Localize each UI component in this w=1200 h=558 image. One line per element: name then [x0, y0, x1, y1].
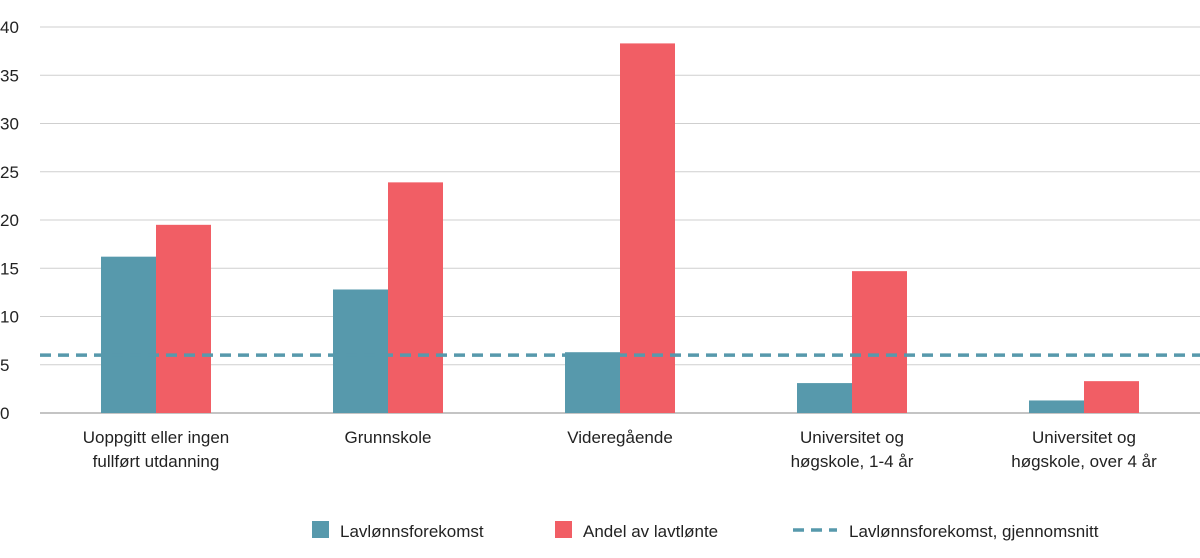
- x-category-label: høgskole, 1-4 år: [791, 452, 914, 471]
- x-category-label: høgskole, over 4 år: [1011, 452, 1157, 471]
- legend-label: Andel av lavtlønte: [583, 522, 718, 541]
- x-category-label: Grunnskole: [345, 428, 432, 447]
- bar-andel-av-lavtl-nte-2: [620, 43, 675, 413]
- y-tick-label: 5: [0, 356, 9, 375]
- x-axis-category-labels: Uoppgitt eller ingen fullført utdanning Gr…: [83, 428, 1157, 471]
- legend-label: Lavlønnsforekomst, gjennomsnitt: [849, 522, 1099, 541]
- bar-andel-av-lavtl-nte-4: [1084, 381, 1139, 413]
- y-tick-label: 10: [0, 308, 19, 327]
- bar-lavl-nnsforekomst-4: [1029, 400, 1084, 413]
- y-axis-tick-labels: 0 5 10 15 20 25 30 35 40: [0, 18, 19, 423]
- bar-andel-av-lavtl-nte-3: [852, 271, 907, 413]
- bar-lavl-nnsforekomst-3: [797, 383, 852, 413]
- y-tick-label: 25: [0, 163, 19, 182]
- y-tick-label: 35: [0, 66, 19, 85]
- bar-andel-av-lavtl-nte-0: [156, 224, 211, 413]
- x-category-label: Uoppgitt eller ingen: [83, 428, 229, 447]
- y-tick-label: 40: [0, 18, 19, 37]
- x-category-label: fullført utdanning: [93, 452, 220, 471]
- bar-andel-av-lavtl-nte-1: [388, 182, 443, 413]
- x-category-label: Universitet og: [1032, 428, 1136, 447]
- y-tick-label: 20: [0, 211, 19, 230]
- legend-label: Lavlønnsforekomst: [340, 522, 484, 541]
- x-category-label: Universitet og: [800, 428, 904, 447]
- y-tick-label: 30: [0, 115, 19, 134]
- legend-swatch: [555, 521, 572, 538]
- bars: [101, 43, 1139, 413]
- legend: Lavlønnsforekomst Andel av lavtlønte Lavlø…: [312, 521, 1099, 541]
- y-tick-label: 15: [0, 259, 19, 278]
- bar-lavl-nnsforekomst-2: [565, 352, 620, 413]
- bar-lavl-nnsforekomst-1: [333, 289, 388, 413]
- x-category-label: Videregående: [567, 428, 673, 447]
- legend-swatch: [312, 521, 329, 538]
- bar-lavl-nnsforekomst-0: [101, 256, 156, 413]
- y-tick-label: 0: [0, 404, 9, 423]
